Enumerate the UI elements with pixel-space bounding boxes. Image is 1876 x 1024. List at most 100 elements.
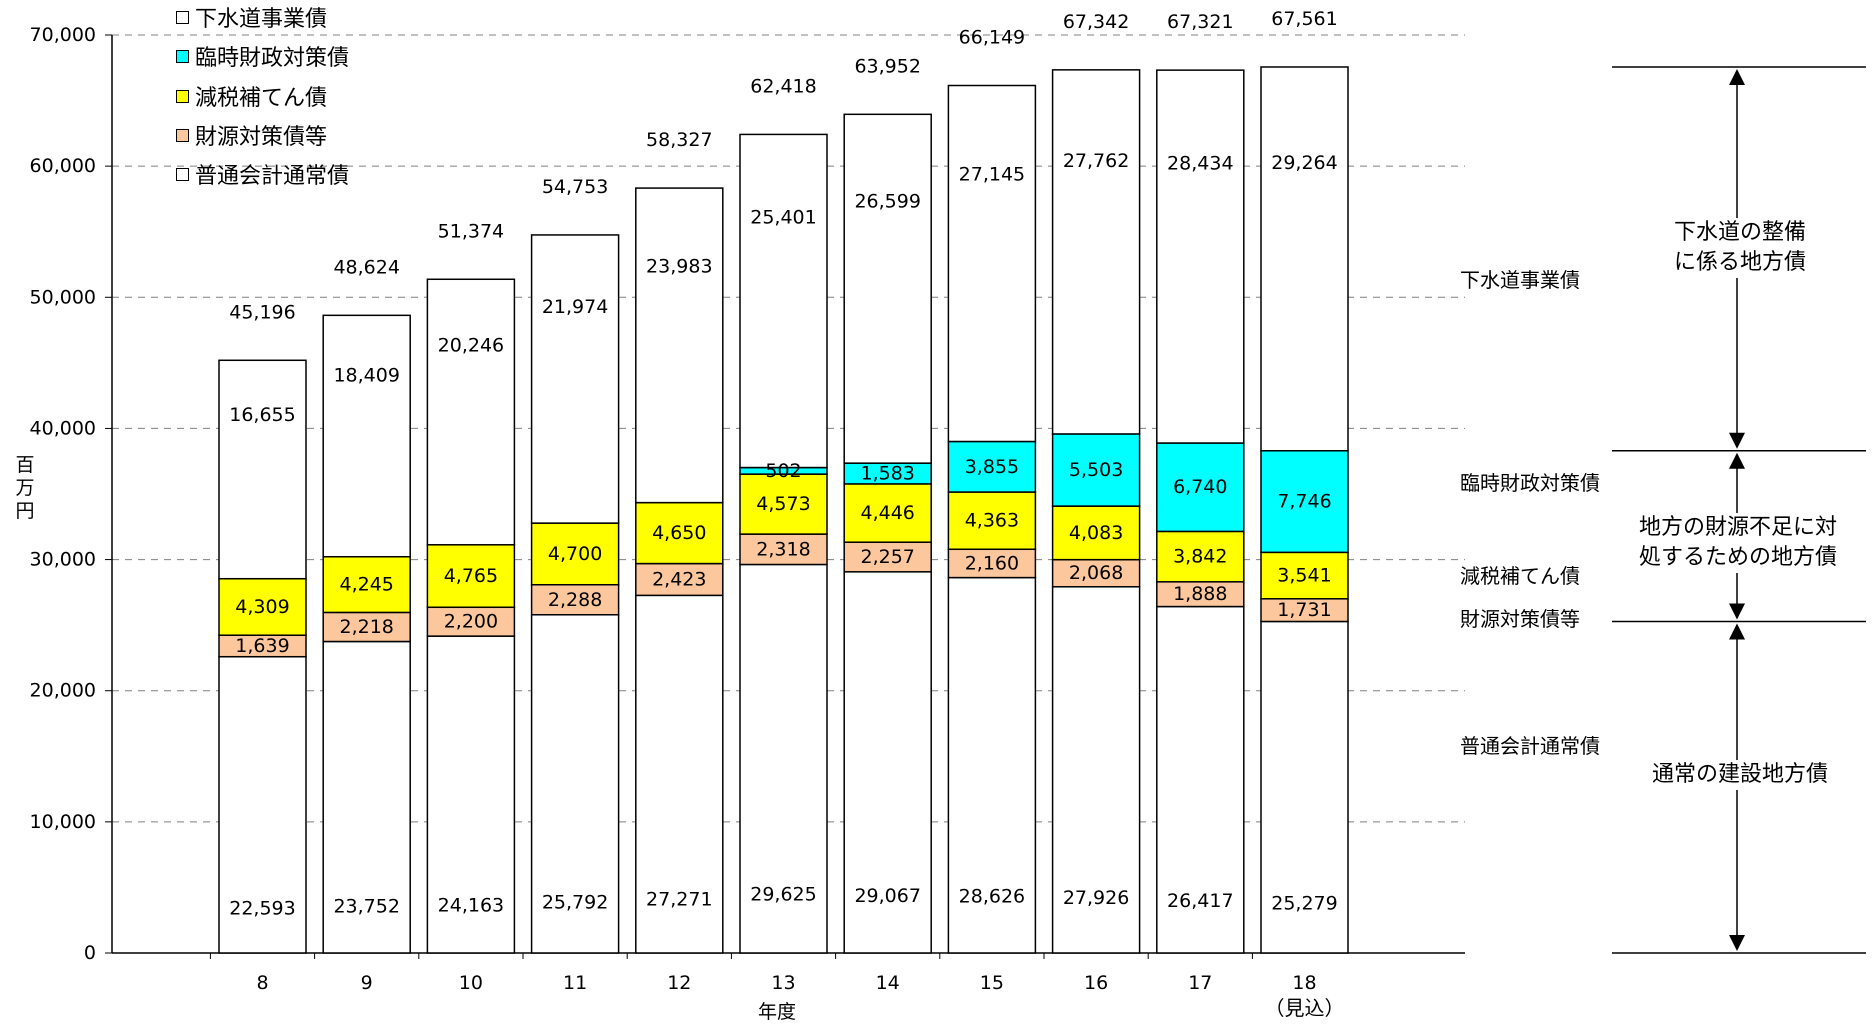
x-tick-label: 16: [1084, 972, 1108, 994]
side-label-normal: 普通会計通常債: [1460, 734, 1600, 758]
data-label: 16,655: [229, 404, 295, 426]
bar-segment: [635, 501, 724, 565]
data-label: 1,583: [860, 463, 914, 485]
data-label: 28,626: [959, 886, 1025, 908]
bar-segment: [947, 491, 1037, 551]
x-tick-label: 13: [771, 972, 795, 994]
data-label: 24,163: [438, 894, 504, 916]
x-tick-label: 17: [1188, 972, 1212, 994]
legend-item-temporary: 臨時財政対策債: [176, 39, 416, 73]
data-label: 4,309: [235, 596, 289, 618]
x-tick-label: 9: [361, 972, 373, 994]
x-tick-label: 11: [563, 972, 587, 994]
bar-segment: [530, 584, 620, 616]
legend-label: 財源対策債等: [195, 125, 328, 150]
data-label: 20,246: [438, 335, 504, 357]
x-axis-label: 年度: [758, 1001, 797, 1023]
bar-segment: [426, 606, 516, 637]
data-label: 4,573: [756, 493, 810, 515]
data-label: 3,541: [1277, 565, 1331, 587]
data-label: 502: [765, 460, 801, 482]
bar-segment: [426, 635, 516, 954]
data-label: 21,974: [542, 296, 608, 318]
data-label: 4,363: [965, 510, 1019, 532]
legend-label: 下水道事業債: [195, 7, 328, 32]
data-label: 2,068: [1069, 562, 1123, 584]
data-label: 5,503: [1069, 459, 1123, 481]
data-label: 28,434: [1167, 152, 1233, 174]
bar-segment: [947, 84, 1037, 443]
bar-segment: [530, 614, 620, 954]
total-label: 67,321: [1167, 11, 1233, 33]
total-label: 62,418: [750, 75, 816, 97]
brace-label-line: 処するための地方債: [1638, 545, 1837, 570]
data-label: 3,855: [965, 456, 1019, 478]
data-label: 25,279: [1271, 892, 1337, 914]
legend-label: 普通会計通常債: [195, 164, 350, 189]
data-label: 18,409: [333, 365, 399, 387]
total-label: 63,952: [854, 55, 920, 77]
bar-segment: [947, 576, 1037, 954]
data-label: 25,401: [750, 207, 816, 229]
bar-segment: [843, 541, 932, 573]
data-label: 4,446: [860, 502, 914, 524]
legend-item-tax-cut: 減税補てん債: [176, 79, 416, 113]
bar-segment: [635, 562, 724, 597]
legend-swatch: [176, 167, 189, 181]
y-tick-label: 60,000: [30, 155, 96, 177]
total-label: 58,327: [646, 129, 712, 151]
bar-segment: [426, 544, 516, 609]
bar-segment: [1051, 69, 1141, 435]
x-tick-note: （見込）: [1265, 996, 1345, 1020]
bar-segment: [322, 640, 411, 954]
y-tick-label: 10,000: [30, 811, 96, 833]
x-tick-label: 8: [256, 972, 268, 994]
x-tick-label: 12: [667, 972, 691, 994]
bar-segment: [1260, 620, 1349, 954]
arrow-sewer-head: [1729, 68, 1745, 85]
data-label: 23,983: [646, 256, 712, 278]
y-tick-label: 30,000: [30, 549, 96, 571]
total-label: 67,561: [1271, 8, 1337, 30]
legend-swatch: [176, 49, 189, 63]
legend-label: 臨時財政対策債: [195, 46, 350, 71]
total-label: 48,624: [333, 256, 399, 278]
bar-segment: [1260, 66, 1349, 452]
data-label: 4,245: [339, 574, 393, 596]
arrow-sewer-head: [1729, 432, 1745, 449]
tick-labels: 0 10,000 20,000 30,000 40,000 50,000 60,000 70,…: [30, 24, 1345, 1020]
arrow-local-head: [1729, 452, 1745, 469]
bar-segment: [1051, 433, 1141, 507]
bar-segment: [1156, 581, 1245, 608]
legend-item-sewer: 下水道事業債: [176, 0, 416, 34]
data-label: 27,145: [959, 163, 1025, 185]
data-label: 26,599: [854, 191, 920, 213]
brace-label-normal: 通常の建設地方債: [1630, 760, 1850, 790]
data-label: 2,257: [860, 546, 914, 568]
brace-label-line: 下水道の整備: [1673, 220, 1806, 245]
data-label: 29,625: [750, 884, 816, 906]
side-label-temporary: 臨時財政対策債: [1460, 471, 1600, 495]
bar-segment: [1260, 551, 1349, 600]
bar-segment: [1156, 69, 1245, 444]
bar-segment: [1156, 530, 1245, 583]
legend-item-fiscal: 財源対策債等: [176, 118, 416, 152]
legend-item-normal: 普通会計通常債: [176, 157, 416, 191]
total-label: 45,196: [229, 301, 295, 323]
data-label: 4,700: [548, 543, 602, 565]
x-tick-label: 10: [459, 972, 483, 994]
data-label: 2,288: [548, 589, 602, 611]
arrow-local-head: [1729, 603, 1745, 620]
legend-swatch: [176, 128, 189, 142]
data-label: 29,264: [1271, 152, 1337, 174]
bar-segment: [322, 556, 411, 614]
bar-segment: [843, 113, 932, 464]
data-label: 4,765: [444, 565, 498, 587]
side-label-tax-cut: 減税補てん債: [1460, 564, 1580, 588]
data-label: 27,926: [1063, 887, 1129, 909]
data-label: 1,731: [1277, 599, 1331, 621]
bar-segment: [1156, 442, 1245, 533]
data-label: 2,160: [965, 552, 1019, 574]
brace-label-local: 地方の財源不足に対 処するための地方債: [1618, 513, 1858, 573]
